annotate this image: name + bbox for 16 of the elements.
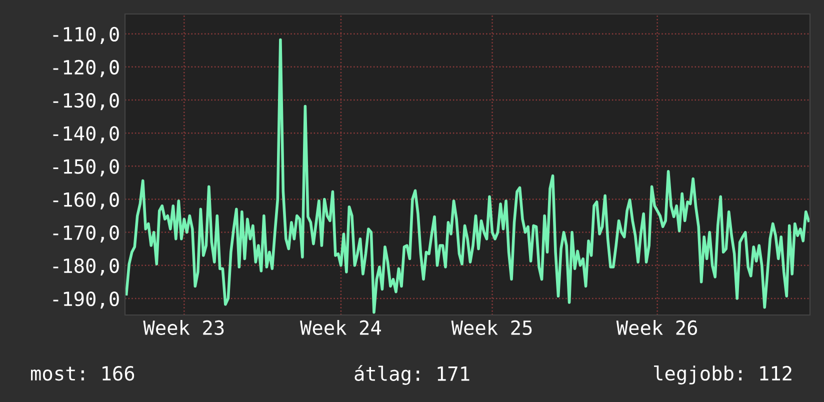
- y-tick-label: -140,0: [53, 126, 119, 144]
- x-tick-label: Week 24: [300, 320, 381, 336]
- text: legjobb: 112: [654, 365, 792, 385]
- y-tick-label: -160,0: [53, 192, 119, 210]
- y-tick-label: -130,0: [53, 93, 119, 110]
- y-tick-label: -180,0: [53, 258, 119, 276]
- y-tick-label: -190,0: [53, 291, 119, 309]
- y-tick-label: -110,0: [53, 26, 119, 44]
- text: most: 166: [31, 366, 134, 381]
- y-tick-label: -170,0: [53, 225, 119, 242]
- y-tick-label: -150,0: [53, 159, 119, 176]
- text: átlag: 171: [354, 365, 470, 385]
- y-tick-label: -120,0: [53, 60, 119, 78]
- x-tick-label: Week 26: [616, 320, 698, 336]
- x-tick-label: Week 25: [451, 320, 532, 336]
- x-tick-label: Week 23: [143, 320, 224, 336]
